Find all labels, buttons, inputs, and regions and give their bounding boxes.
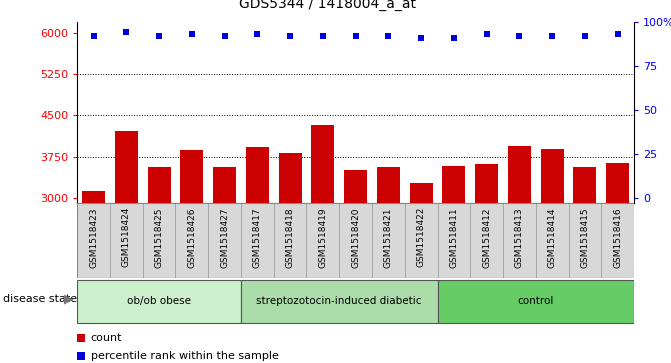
Text: GSM1518419: GSM1518419 xyxy=(318,207,327,268)
Bar xyxy=(541,149,564,203)
Text: GSM1518415: GSM1518415 xyxy=(580,207,589,268)
Text: GSM1518424: GSM1518424 xyxy=(122,207,131,268)
Text: GSM1518425: GSM1518425 xyxy=(154,207,164,268)
Text: GSM1518414: GSM1518414 xyxy=(548,207,557,268)
Bar xyxy=(470,203,503,278)
Text: ▶: ▶ xyxy=(64,293,73,305)
Bar xyxy=(110,203,143,278)
Text: GSM1518423: GSM1518423 xyxy=(89,207,98,268)
Text: GSM1518422: GSM1518422 xyxy=(417,207,425,268)
Text: GSM1518412: GSM1518412 xyxy=(482,207,491,268)
Bar xyxy=(82,191,105,203)
Text: GSM1518418: GSM1518418 xyxy=(286,207,295,268)
Text: disease state: disease state xyxy=(3,294,77,304)
Bar xyxy=(405,203,437,278)
Bar xyxy=(503,203,536,278)
Bar xyxy=(77,280,241,322)
Bar xyxy=(437,280,634,322)
Bar xyxy=(241,280,437,322)
Text: GSM1518427: GSM1518427 xyxy=(220,207,229,268)
Bar xyxy=(377,167,400,203)
Bar xyxy=(115,131,138,203)
Bar xyxy=(246,147,269,203)
Bar xyxy=(148,167,170,203)
Bar xyxy=(307,203,340,278)
Bar xyxy=(601,203,634,278)
Text: count: count xyxy=(91,333,122,343)
Text: ob/ob obese: ob/ob obese xyxy=(127,296,191,306)
Bar xyxy=(568,203,601,278)
Text: GSM1518417: GSM1518417 xyxy=(253,207,262,268)
Bar xyxy=(278,153,301,203)
Bar xyxy=(606,163,629,203)
Bar xyxy=(372,203,405,278)
Bar xyxy=(442,166,466,203)
Bar xyxy=(536,203,568,278)
Text: GSM1518411: GSM1518411 xyxy=(450,207,458,268)
Text: GSM1518420: GSM1518420 xyxy=(351,207,360,268)
Text: GSM1518416: GSM1518416 xyxy=(613,207,622,268)
Bar xyxy=(143,203,175,278)
Bar xyxy=(213,167,236,203)
Bar xyxy=(574,167,597,203)
Text: GSM1518413: GSM1518413 xyxy=(515,207,524,268)
Bar xyxy=(77,203,110,278)
Bar xyxy=(208,203,241,278)
Bar xyxy=(180,150,203,203)
Text: GSM1518421: GSM1518421 xyxy=(384,207,393,268)
Bar xyxy=(508,146,531,203)
Text: GDS5344 / 1418004_a_at: GDS5344 / 1418004_a_at xyxy=(240,0,416,11)
Text: percentile rank within the sample: percentile rank within the sample xyxy=(91,351,278,361)
Bar xyxy=(340,203,372,278)
Bar xyxy=(475,164,498,203)
Bar xyxy=(344,170,367,203)
Text: control: control xyxy=(517,296,554,306)
Text: GSM1518426: GSM1518426 xyxy=(187,207,197,268)
Bar xyxy=(311,125,334,203)
Bar xyxy=(437,203,470,278)
Text: streptozotocin-induced diabetic: streptozotocin-induced diabetic xyxy=(256,296,422,306)
Bar xyxy=(175,203,208,278)
Bar xyxy=(274,203,307,278)
Bar xyxy=(410,183,433,203)
Bar xyxy=(241,203,274,278)
